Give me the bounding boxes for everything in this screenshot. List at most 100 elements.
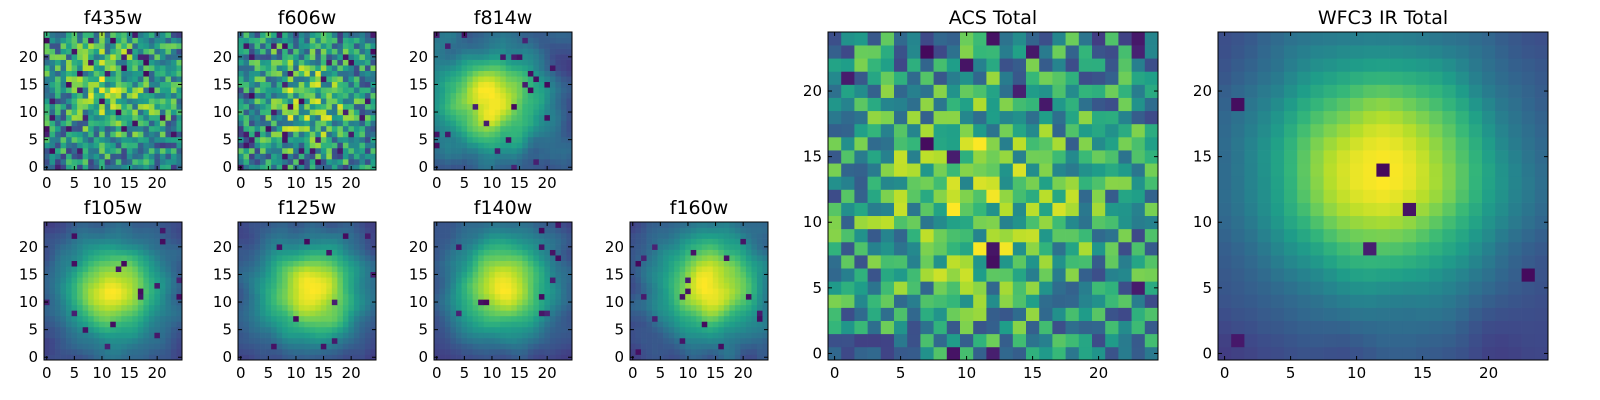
heatmap-cell — [165, 260, 172, 267]
heatmap-cell — [326, 299, 333, 306]
heatmap-cell — [88, 354, 95, 361]
heatmap-cell — [154, 255, 161, 261]
heatmap-cell — [544, 293, 551, 300]
heatmap-cell — [472, 337, 479, 344]
heatmap-cell — [549, 255, 556, 261]
heatmap-cell — [933, 333, 948, 348]
heatmap-cell — [298, 222, 305, 228]
heatmap-cell — [243, 120, 250, 127]
heatmap-cell — [170, 120, 177, 127]
heatmap-cell — [756, 326, 763, 333]
heatmap-cell — [132, 348, 139, 355]
heatmap-cell — [77, 54, 83, 60]
heatmap-cell — [1092, 255, 1106, 269]
heatmap-cell — [159, 326, 166, 333]
heatmap-cell — [522, 227, 529, 234]
heatmap-cell — [353, 103, 360, 110]
heatmap-cell — [461, 299, 468, 306]
heatmap-cell — [126, 227, 133, 234]
heatmap-cell — [907, 281, 921, 295]
heatmap-cell — [456, 125, 462, 132]
heatmap-cell — [331, 343, 338, 350]
heatmap-cell — [326, 87, 333, 94]
heatmap-cell — [500, 98, 507, 105]
heatmap-cell — [115, 131, 122, 138]
heatmap-cell — [652, 321, 658, 328]
heatmap-cell — [522, 131, 529, 138]
heatmap-cell — [549, 136, 556, 143]
heatmap-cell — [549, 98, 556, 105]
heatmap-cell — [304, 304, 311, 311]
heatmap-cell — [315, 76, 322, 83]
heatmap-cell — [271, 227, 277, 234]
heatmap-cell — [478, 255, 485, 261]
heatmap-cell — [165, 153, 172, 160]
heatmap-cell — [99, 70, 106, 77]
heatmap-cell — [364, 54, 371, 60]
heatmap-cell — [1144, 333, 1159, 348]
heatmap-cell — [690, 271, 697, 278]
x-tick-label: 15 — [120, 174, 139, 192]
heatmap-cell — [880, 320, 895, 335]
heatmap-cell — [165, 142, 172, 149]
heatmap-cell — [121, 326, 128, 333]
heatmap-cell — [445, 37, 451, 44]
heatmap-cell — [93, 255, 100, 261]
heatmap-cell — [544, 271, 551, 278]
heatmap-cell — [745, 326, 752, 333]
heatmap-cell — [723, 337, 730, 344]
heatmap-cell — [461, 244, 468, 250]
heatmap-cell — [260, 54, 266, 60]
heatmap-cell — [500, 255, 507, 261]
heatmap-cell — [238, 227, 244, 234]
heatmap-cell — [159, 255, 166, 261]
heatmap-cell — [685, 337, 692, 344]
heatmap-cell — [522, 277, 529, 284]
heatmap-cell — [946, 307, 961, 321]
heatmap-cell — [707, 321, 714, 328]
heatmap-cell — [159, 244, 166, 250]
heatmap-cell — [1065, 281, 1080, 295]
heatmap-cell — [500, 332, 507, 339]
heatmap-cell — [88, 59, 95, 66]
heatmap-cell — [450, 304, 457, 311]
heatmap-cell — [60, 48, 67, 55]
heatmap-cell — [450, 282, 457, 289]
heatmap-cell — [456, 244, 462, 250]
heatmap-cell — [353, 332, 360, 339]
heatmap-cell — [359, 266, 366, 273]
heatmap-cell — [320, 70, 327, 77]
heatmap-cell — [304, 337, 311, 344]
heatmap-cell — [115, 54, 122, 60]
heatmap-cell — [176, 32, 183, 38]
heatmap-cell — [467, 260, 473, 267]
heatmap-cell — [494, 32, 501, 38]
heatmap-cell — [348, 244, 355, 250]
heatmap-cell — [154, 70, 161, 77]
heatmap-cell — [260, 271, 266, 278]
heatmap-cell — [82, 271, 89, 278]
heatmap-cell — [137, 244, 144, 250]
heatmap-cell — [483, 65, 490, 71]
heatmap-cell — [170, 103, 177, 110]
heatmap-cell — [254, 120, 261, 127]
heatmap-cell — [472, 76, 479, 83]
heatmap-cell — [762, 310, 769, 317]
heatmap-cell — [933, 281, 948, 295]
heatmap-cell — [137, 271, 144, 278]
heatmap-cell — [159, 81, 166, 88]
heatmap-cell — [555, 249, 562, 256]
heatmap-cell — [933, 320, 948, 335]
heatmap-cell — [1092, 307, 1106, 321]
heatmap-cell — [522, 233, 529, 239]
heatmap-cell — [315, 147, 322, 154]
heatmap-cell — [320, 227, 327, 234]
heatmap-cell — [121, 255, 128, 261]
heatmap-cell — [304, 158, 311, 165]
heatmap-cell — [674, 337, 681, 344]
heatmap-cell — [320, 271, 327, 278]
heatmap-cell — [110, 304, 117, 311]
heatmap-cell — [472, 304, 479, 311]
heatmap-cell — [516, 271, 523, 278]
heatmap-cell — [282, 238, 289, 245]
